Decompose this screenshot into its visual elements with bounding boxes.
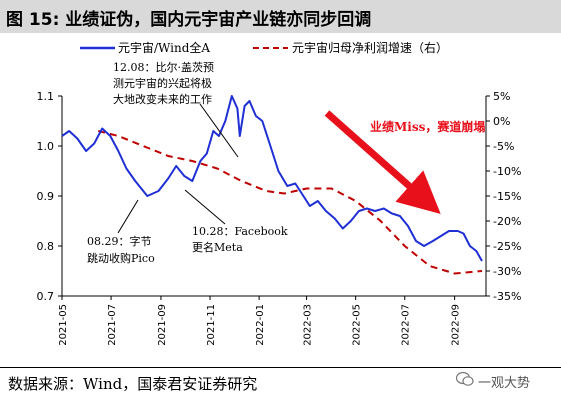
source-note: 数据来源：Wind，国泰君安证券研究: [8, 375, 258, 393]
annotation-miss-text: 业绩Miss，赛道崩塌: [370, 119, 485, 134]
annotation-1028-line-1: 10.28：Facebook: [192, 225, 288, 238]
y-right-tick-label: -5%: [493, 140, 514, 153]
legend: 元宇宙/Wind全A 元宇宙归母净利润增速（右）: [80, 40, 448, 55]
series-growth-line: [97, 130, 483, 275]
watermark: 一观大势: [478, 376, 531, 391]
x-tick-label: 2022-01: [255, 304, 266, 346]
chart: 0.7 0.8 0.9 1.0 1.1 5% 0% -5% -10% -15% -20% -25% -3…: [37, 40, 522, 346]
y-right-tick-label: -10%: [493, 165, 521, 178]
x-tick-label: 2022-03: [303, 304, 314, 346]
y-right-tick-label: -15%: [493, 190, 521, 203]
annotation-1208-line-1: 12.08：比尔·盖茨预: [113, 60, 214, 74]
series-index: [61, 95, 483, 262]
annotation-1208-leader: [199, 103, 239, 158]
legend-index-label: 元宇宙/Wind全A: [118, 40, 210, 55]
y-left-tick-label: 0.7: [37, 290, 55, 303]
x-tick-label: 2022-05: [352, 304, 363, 346]
annotation-1028: 10.28：Facebook 更名Meta: [184, 189, 288, 254]
x-tick-label: 2021-05: [58, 304, 69, 346]
y-right-tick-label: 5%: [493, 90, 510, 103]
page-title: 图 15: 业绩证伪，国内元宇宙产业链亦同步回调: [6, 10, 372, 30]
y-right-tick-label: 0%: [493, 115, 510, 128]
x-tick-label: 2022-07: [401, 304, 412, 346]
title-bar: [0, 0, 561, 33]
series-growth: [97, 130, 483, 275]
y-right-tick-label: -20%: [493, 215, 521, 228]
annotation-miss: 业绩Miss，赛道崩塌: [324, 110, 485, 214]
annotation-1208-line-2: 测元宇宙的兴起将极: [113, 76, 212, 90]
y-left-tick-label: 1.0: [37, 140, 55, 153]
y-right-tick-label: -35%: [493, 290, 521, 303]
y-right-tick-label: -25%: [493, 240, 521, 253]
x-tick-label: 2022-09: [451, 304, 462, 346]
annotation-1028-line-2: 更名Meta: [192, 240, 243, 254]
miss-arrow: [324, 110, 441, 214]
annotation-0829-line-1: 08.29：字节: [87, 234, 152, 248]
y-left-tick-label: 0.8: [37, 240, 55, 253]
annotation-1208-line-3: 大地改变未来的工作: [113, 92, 212, 106]
y-left-tick-label: 0.9: [37, 190, 55, 203]
x-tick-label: 2021-07: [107, 304, 118, 346]
annotation-1208: 12.08：比尔·盖茨预 测元宇宙的兴起将极 大地改变未来的工作: [113, 60, 239, 158]
annotation-0829: 08.29：字节 跳动收购Pico: [87, 199, 155, 265]
axes: 0.7 0.8 0.9 1.0 1.1 5% 0% -5% -10% -15% -20% -25% -3…: [37, 90, 522, 346]
legend-growth-label: 元宇宙归母净利润增速（右）: [292, 40, 448, 55]
y-right-tick-label: -30%: [493, 265, 521, 278]
x-tick-label: 2021-11: [206, 304, 217, 346]
source-divider: [0, 367, 561, 368]
annotation-1028-leader: [184, 189, 226, 225]
annotation-0829-line-2: 跳动收购Pico: [87, 251, 155, 265]
y-left-tick-label: 1.1: [37, 90, 55, 103]
x-tick-label: 2021-09: [157, 304, 168, 346]
wechat-icon: [456, 371, 474, 386]
series-index-line: [61, 95, 483, 262]
annotation-0829-leader: [117, 199, 139, 234]
